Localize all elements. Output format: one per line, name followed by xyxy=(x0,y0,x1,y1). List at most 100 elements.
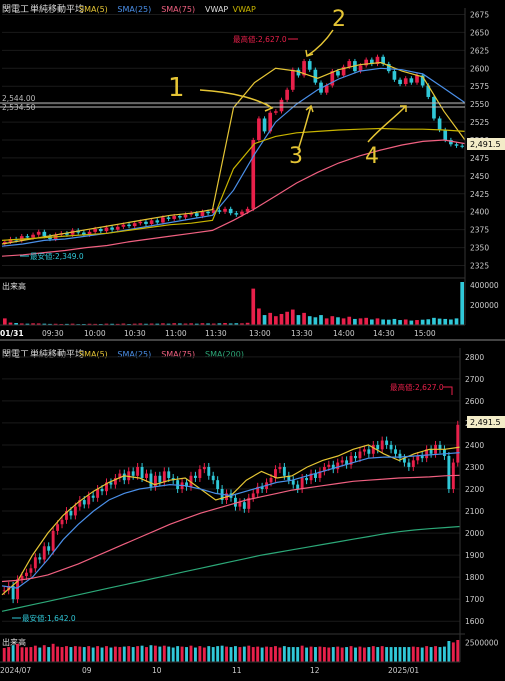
volume-bar-27 xyxy=(155,323,160,325)
y-tick-7: 2300 xyxy=(465,463,484,472)
volume-bar-55 xyxy=(313,317,318,325)
candle-39 xyxy=(223,208,227,212)
candle-6 xyxy=(29,568,33,573)
volume-bar-88 xyxy=(394,647,397,662)
candle-41 xyxy=(185,482,188,487)
candle-67 xyxy=(300,477,304,489)
candle-90 xyxy=(402,458,406,463)
volume-bar-74 xyxy=(420,319,425,325)
volume-bar-9 xyxy=(42,645,46,662)
volume-bar-43 xyxy=(193,647,197,662)
volume-bar-16 xyxy=(93,323,97,325)
candle-95 xyxy=(425,449,429,459)
candle-13 xyxy=(60,519,64,525)
volume-bar-25 xyxy=(144,323,148,325)
candle-52 xyxy=(296,69,301,76)
candle-0 xyxy=(2,590,6,592)
candle-37 xyxy=(167,471,171,478)
volume-bar-57 xyxy=(324,318,329,325)
volume-bar-95 xyxy=(425,646,429,662)
volume-bar-17 xyxy=(78,646,82,662)
volume-bar-54 xyxy=(307,316,312,325)
candle-59 xyxy=(336,71,340,76)
volume-bar-36 xyxy=(206,323,210,325)
volume-bar-68 xyxy=(386,319,391,325)
candle-31 xyxy=(140,466,144,478)
volume-bar-63 xyxy=(358,318,363,325)
volume-bar-33 xyxy=(189,323,193,325)
candle-75 xyxy=(336,462,340,470)
candle-24 xyxy=(138,221,143,224)
volume-bar-41 xyxy=(234,323,239,325)
volume-bar-39 xyxy=(223,323,227,325)
candle-14 xyxy=(65,511,68,520)
volume-bar-30 xyxy=(172,323,177,325)
volume-bar-24 xyxy=(138,323,143,325)
candle-23 xyxy=(105,482,108,492)
volume-bar-96 xyxy=(429,647,433,662)
candle-31 xyxy=(178,216,182,218)
candle-94 xyxy=(420,455,424,459)
hline-label-2534: 2,534.50 xyxy=(2,103,36,112)
candle-7 xyxy=(33,557,37,569)
top-volume-label: 出来高 xyxy=(2,281,26,291)
volume-bar-11 xyxy=(51,643,55,662)
volume-bar-72 xyxy=(322,647,326,662)
candle-66 xyxy=(375,56,380,64)
volume-bar-78 xyxy=(443,318,448,325)
candle-72 xyxy=(409,78,414,83)
annotation-1: 1 xyxy=(168,73,185,103)
candle-23 xyxy=(132,223,137,227)
candle-6 xyxy=(36,231,41,235)
candle-15 xyxy=(87,231,92,235)
candle-14 xyxy=(82,232,86,235)
candle-27 xyxy=(122,473,126,481)
volume-bar-58 xyxy=(260,647,264,662)
candle-30 xyxy=(136,466,140,476)
volume-bar-15 xyxy=(87,323,92,325)
candle-72 xyxy=(322,466,326,472)
volume-bar-80 xyxy=(454,318,459,325)
volume-bar-45 xyxy=(257,308,261,325)
candle-42 xyxy=(240,211,244,215)
candle-2 xyxy=(11,585,15,600)
candle-85 xyxy=(380,440,384,450)
candle-78 xyxy=(349,455,353,465)
volume-tick-1: 400000 xyxy=(470,281,499,290)
bottom-legend: SMA(5) SMA(25) SMA(75) SMA(200) xyxy=(79,350,244,359)
bottom-time-axis: 2024/07 09 10 11 12 2025/01 xyxy=(0,661,460,675)
candle-32 xyxy=(183,214,188,218)
volume-bar-7 xyxy=(33,645,37,662)
candle-27 xyxy=(155,220,160,223)
candle-54 xyxy=(242,502,246,509)
candle-100 xyxy=(447,455,451,489)
volume-bar-89 xyxy=(398,647,402,662)
volume-bar-77 xyxy=(345,647,349,662)
candle-53 xyxy=(238,502,242,507)
volume-bar-58 xyxy=(330,316,335,325)
candle-80 xyxy=(454,144,459,146)
volume-bar-5 xyxy=(31,323,35,325)
volume-bar-38 xyxy=(217,323,222,325)
candle-32 xyxy=(145,473,148,478)
candle-21 xyxy=(121,224,126,227)
candle-11 xyxy=(51,530,55,551)
candle-4 xyxy=(25,236,30,238)
candle-46 xyxy=(262,118,267,132)
volume-bar-53 xyxy=(302,312,306,325)
volume-bar-30 xyxy=(136,646,140,662)
candle-74 xyxy=(420,75,425,86)
volume-bar-38 xyxy=(171,647,175,662)
bottom-high-tick xyxy=(443,386,453,395)
volume-bar-78 xyxy=(349,646,353,662)
candle-34 xyxy=(153,475,157,487)
volume-bar-0 xyxy=(2,648,6,662)
volume-bar-31 xyxy=(140,645,144,662)
volume-bar-26 xyxy=(118,647,122,662)
y-tick-2: 1800 xyxy=(465,573,484,582)
volume-bar-51 xyxy=(229,647,233,662)
x-tick-3: 11 xyxy=(232,666,242,675)
volume-bar-48 xyxy=(274,316,278,325)
volume-bar-92 xyxy=(411,646,415,662)
series-sma-25- xyxy=(1,452,461,589)
